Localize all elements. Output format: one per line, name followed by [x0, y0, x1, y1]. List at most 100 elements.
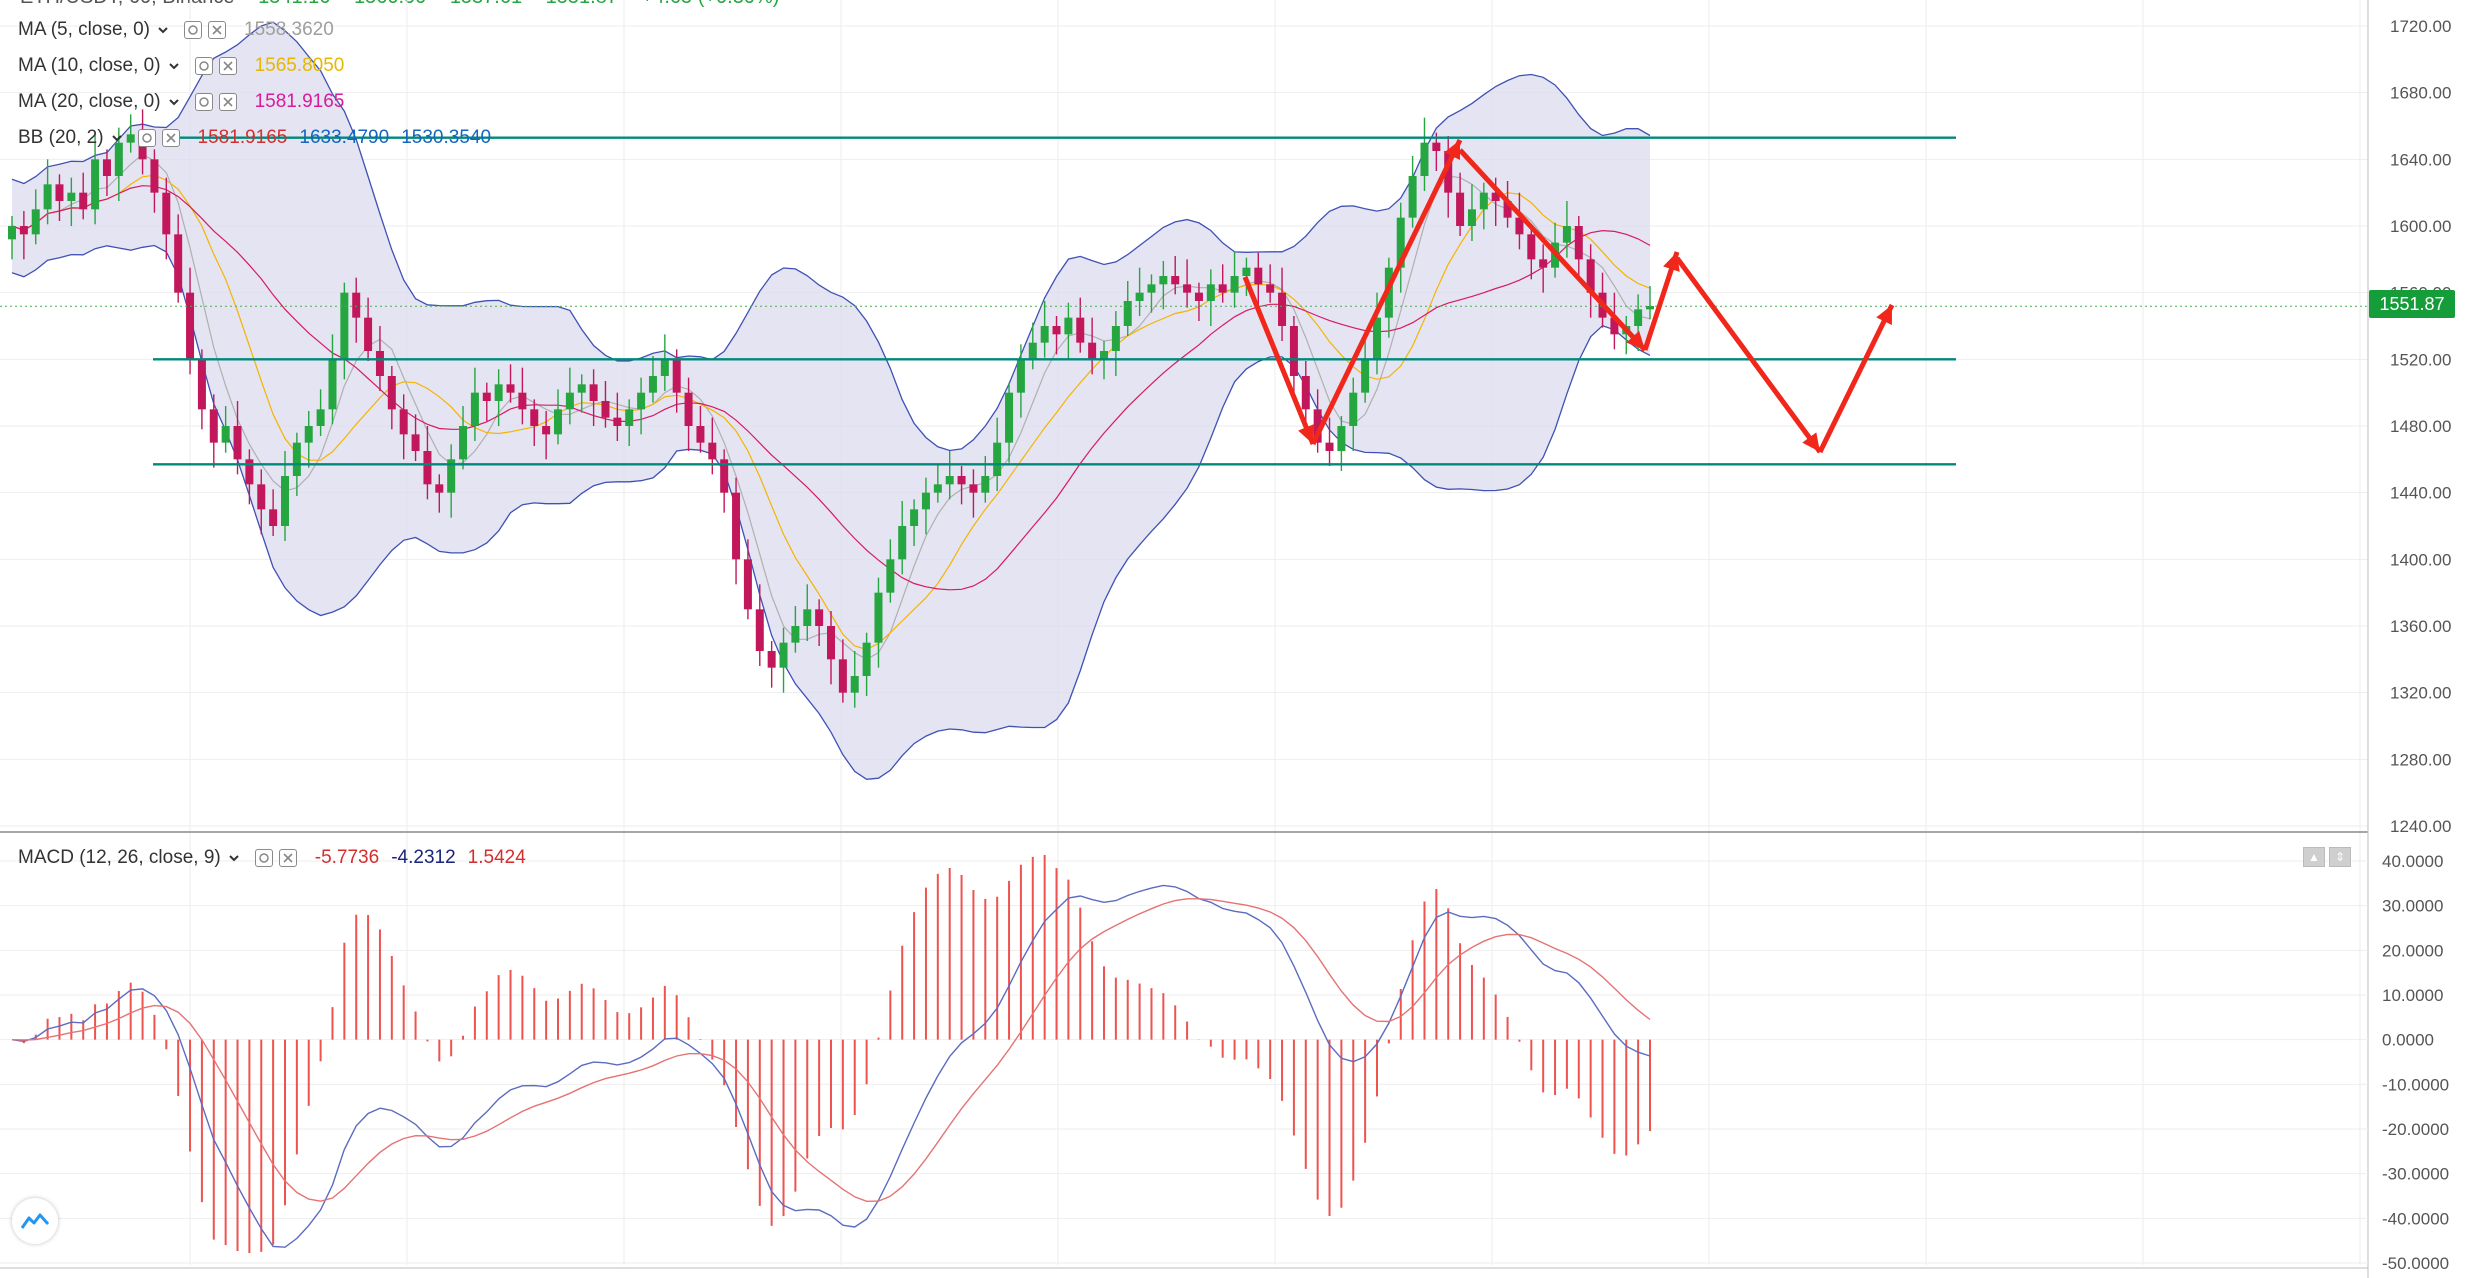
candle-body	[1016, 359, 1025, 393]
candle-body	[601, 401, 610, 418]
tradingview-logo-icon[interactable]	[12, 1198, 58, 1244]
macd-legend[interactable]: MACD (12, 26, close, 9) -5.7736 -4.2312 …	[18, 842, 526, 874]
quote-high: 1560.00	[354, 0, 426, 8]
candle-body	[102, 159, 111, 176]
candle-body	[1503, 201, 1512, 218]
bb-legend[interactable]: BB (20, 2) 1581.9165 1633.4790 1530.3540	[18, 122, 491, 154]
candle-body	[423, 451, 432, 485]
price-tick-label: 1280.00	[2390, 750, 2451, 769]
close-icon[interactable]	[218, 57, 237, 75]
candle-body	[530, 409, 539, 426]
candle-body	[1230, 276, 1239, 293]
candle-body	[827, 626, 835, 660]
candle-body	[186, 292, 195, 360]
drawing-arrow-head	[1444, 140, 1460, 160]
ma5-legend[interactable]: MA (5, close, 0) 1558.3620	[18, 14, 334, 46]
bb-label: BB (20, 2)	[18, 127, 104, 148]
candle-body	[197, 359, 206, 410]
quote-low: 1537.61	[450, 0, 522, 8]
candle-body	[221, 426, 230, 443]
candle-body	[838, 659, 847, 693]
price-tick-label: 1320.00	[2390, 684, 2451, 703]
chevron-down-icon[interactable]	[156, 23, 170, 37]
ma10-legend[interactable]: MA (10, close, 0) 1565.8050	[18, 50, 344, 82]
candle-body	[542, 426, 551, 435]
candle-body	[1123, 301, 1132, 326]
close-icon[interactable]	[161, 129, 180, 147]
candle-body	[506, 384, 515, 393]
candle-body	[1562, 226, 1571, 243]
bollinger-fill	[12, 22, 1650, 780]
candle-body	[1634, 309, 1643, 326]
candle-body	[969, 484, 978, 493]
eye-settings-icon[interactable]	[184, 21, 202, 39]
candle-body	[708, 442, 717, 460]
quote-open: 1541.16	[258, 0, 330, 8]
candle-body	[209, 409, 218, 443]
candle-body	[1218, 284, 1227, 293]
candle-body	[993, 442, 1002, 476]
eye-settings-icon[interactable]	[194, 57, 213, 75]
candle-body	[19, 226, 28, 235]
ma20-label: MA (20, close, 0)	[18, 91, 161, 112]
candle-body	[126, 134, 135, 143]
candle-body	[660, 359, 669, 376]
candle-body	[625, 409, 634, 426]
bollinger-upper	[11, 21, 1651, 452]
candle-body	[1432, 142, 1441, 151]
symbol-line: ETH/USDT, 60, Binance	[20, 0, 235, 8]
eye-settings-icon[interactable]	[137, 129, 156, 147]
candle-body	[613, 417, 622, 426]
candle-body	[1147, 284, 1156, 293]
candle-body	[375, 351, 384, 376]
eye-settings-icon[interactable]	[194, 93, 213, 111]
chevron-down-icon[interactable]	[110, 131, 124, 145]
chevron-down-icon[interactable]	[167, 95, 181, 109]
candle-body	[1396, 217, 1405, 268]
close-icon[interactable]	[208, 21, 226, 39]
macd-signal-value: -4.2312	[391, 847, 456, 868]
candle-body	[767, 651, 776, 668]
candle-body	[1254, 267, 1263, 285]
candle-body	[411, 434, 420, 451]
candle-body	[1206, 284, 1215, 301]
drawing-arrow-head	[1298, 424, 1315, 444]
ma20-legend[interactable]: MA (20, close, 0) 1581.9165	[18, 86, 344, 118]
pane-collapse-button[interactable]: ⇕	[2329, 847, 2351, 867]
candle-body	[304, 426, 313, 443]
macd-label: MACD (12, 26, close, 9)	[18, 847, 221, 868]
candle-body	[281, 476, 289, 526]
ma5-value: 1558.3620	[244, 19, 334, 40]
candle-body	[1539, 259, 1548, 268]
candle-body	[387, 376, 396, 410]
candle-body	[898, 526, 907, 560]
candle-body	[233, 426, 242, 460]
candle-body	[114, 142, 123, 176]
close-icon[interactable]	[278, 849, 297, 867]
candle-body	[1111, 326, 1120, 351]
horizontal-levels[interactable]	[0, 136, 2368, 466]
candle-body	[1337, 426, 1346, 451]
drawing-arrows[interactable]	[1242, 138, 1895, 454]
chevron-down-icon[interactable]	[167, 59, 181, 73]
ma5-label: MA (5, close, 0)	[18, 19, 150, 40]
close-icon[interactable]	[218, 93, 237, 111]
drawing-arrow	[1242, 276, 1316, 445]
candle-body	[565, 392, 574, 410]
candle-body	[1527, 234, 1536, 260]
candle-body	[1420, 142, 1429, 176]
candle-body	[67, 192, 76, 201]
candle-body	[1325, 442, 1334, 451]
candle-body	[672, 359, 681, 393]
candle-body	[79, 192, 88, 210]
candle-body	[1373, 317, 1381, 360]
candle-body	[589, 384, 598, 401]
eye-settings-icon[interactable]	[254, 849, 273, 867]
pane-up-button[interactable]: ▲	[2303, 847, 2325, 867]
chevron-down-icon[interactable]	[227, 851, 241, 865]
candle-body	[933, 484, 942, 493]
ma10-value: 1565.8050	[254, 55, 345, 76]
candle-body	[1171, 276, 1180, 285]
candle-body	[1610, 317, 1619, 335]
